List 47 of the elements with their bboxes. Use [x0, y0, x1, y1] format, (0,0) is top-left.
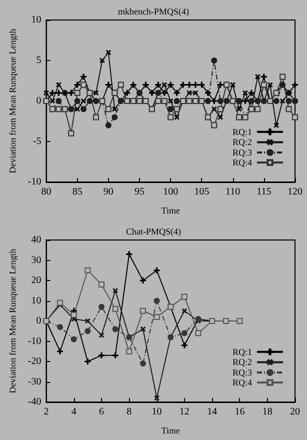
x-tick-label: 85: [72, 186, 82, 198]
legend-label: RQ:1: [232, 126, 252, 137]
y-tick-label: 5: [36, 55, 42, 66]
x-tick-label: 115: [256, 186, 272, 198]
y-tick-label: -20: [28, 356, 42, 367]
y-tick-label: 20: [31, 275, 42, 286]
x-tick-label: 16: [234, 406, 245, 418]
y-tick-label: -10: [28, 176, 42, 188]
y-tick-label: -5: [32, 136, 42, 147]
y-tick-label: -30: [28, 376, 42, 388]
x-axis-title: Time: [161, 206, 180, 216]
x-tick-label: 20: [290, 406, 300, 418]
chart-title: Chat-PMQS(4): [126, 226, 182, 236]
x-tick-label: 80: [41, 186, 52, 198]
x-tick-label: 8: [126, 406, 132, 418]
x-tick-label: 90: [103, 186, 114, 198]
x-tick-label: 105: [194, 186, 210, 198]
y-axis-title: Deviation from Mean Runqueue Length: [8, 248, 18, 394]
y-tick-label: -40: [28, 396, 42, 408]
legend-label: RQ:4: [232, 158, 252, 168]
x-axis-title: Time: [161, 426, 180, 436]
x-tick-label: 14: [207, 406, 218, 418]
x-tick-label: 12: [179, 406, 190, 418]
x-tick-label: 95: [134, 186, 145, 198]
x-tick-label: 100: [163, 186, 178, 198]
y-tick-label: 40: [31, 234, 42, 246]
x-tick-label: 18: [262, 406, 272, 418]
y-tick-label: -10: [28, 336, 42, 347]
legend-label: RQ:3: [232, 148, 252, 158]
y-tick-label: 0: [36, 316, 42, 326]
x-tick-label: 4: [71, 406, 76, 418]
y-tick-label: 10: [31, 14, 42, 26]
legend-label: RQ:3: [232, 368, 252, 378]
x-tick-label: 2: [44, 406, 49, 418]
y-tick-label: 0: [36, 96, 42, 106]
y-axis-title: Deviation from Mean Runqueue Length: [8, 28, 18, 174]
legend-label: RQ:4: [232, 378, 252, 388]
legend-label: RQ:1: [232, 346, 252, 357]
chart-title: mkbench-PMQS(4): [118, 6, 189, 16]
legend-label: RQ:2: [232, 137, 252, 148]
x-tick-label: 120: [288, 186, 302, 198]
y-tick-label: 10: [31, 295, 42, 306]
x-tick-label: 110: [225, 186, 240, 198]
legend-label: RQ:2: [232, 357, 252, 368]
y-tick-label: 30: [31, 254, 42, 266]
x-tick-label: 10: [152, 406, 162, 418]
x-tick-label: 6: [99, 406, 104, 418]
